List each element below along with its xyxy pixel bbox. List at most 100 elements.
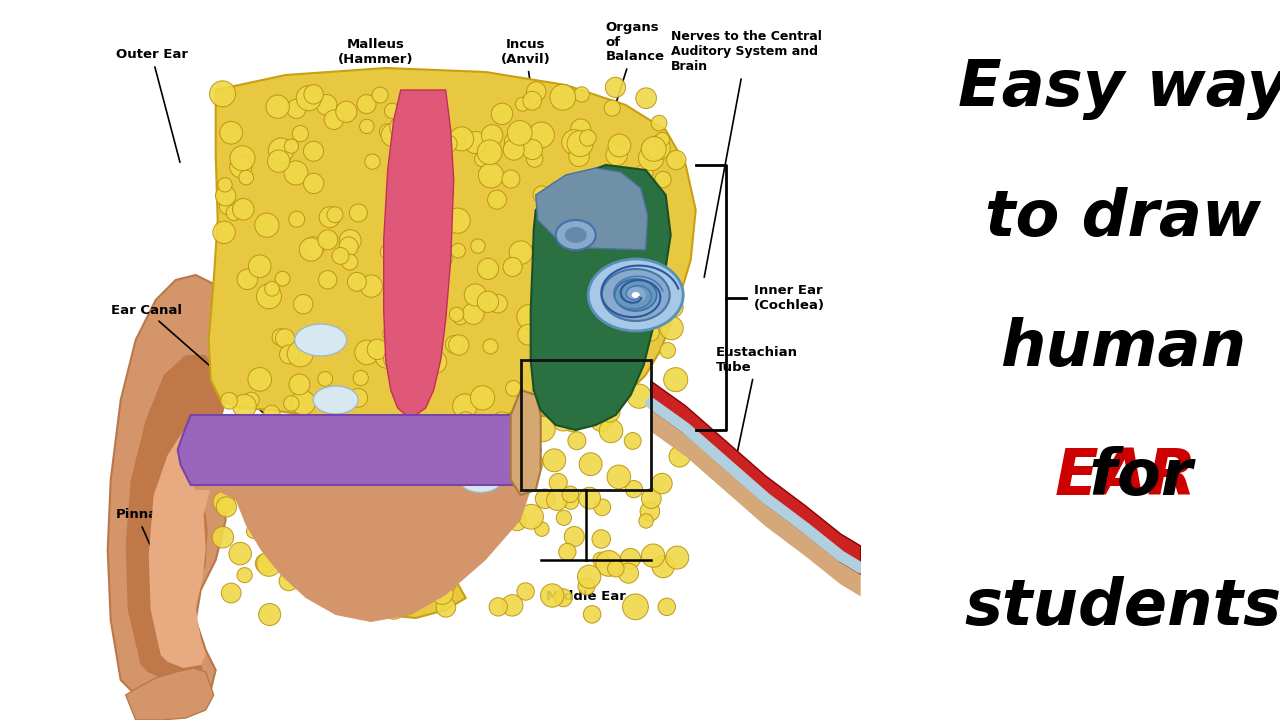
Polygon shape [384,90,453,415]
Circle shape [535,522,549,536]
Circle shape [293,294,314,314]
Circle shape [579,453,602,476]
Circle shape [416,238,438,258]
Circle shape [239,170,253,185]
Circle shape [371,587,396,612]
Circle shape [248,368,271,391]
Circle shape [607,465,631,489]
Circle shape [284,396,300,411]
Circle shape [323,521,343,543]
Circle shape [562,130,586,155]
Circle shape [563,494,579,509]
Circle shape [453,394,477,418]
Circle shape [247,524,261,539]
Circle shape [360,120,374,134]
Ellipse shape [294,324,347,356]
Circle shape [457,412,475,429]
Circle shape [252,424,270,444]
Circle shape [641,140,657,156]
Circle shape [465,284,486,306]
Circle shape [518,504,544,529]
Circle shape [380,243,397,260]
Circle shape [360,275,383,297]
Circle shape [291,528,314,551]
Circle shape [568,146,589,166]
Circle shape [287,99,306,118]
Circle shape [489,294,507,313]
Circle shape [483,339,498,354]
Circle shape [366,523,387,542]
Circle shape [659,292,682,315]
Circle shape [652,115,667,131]
Circle shape [577,336,599,356]
Ellipse shape [589,259,684,331]
Polygon shape [209,68,696,618]
Circle shape [451,500,468,518]
Circle shape [666,546,689,569]
Circle shape [415,269,440,294]
Circle shape [292,125,308,142]
Text: to draw: to draw [986,187,1261,249]
Circle shape [358,472,372,486]
Circle shape [467,493,490,516]
Circle shape [564,526,584,546]
Circle shape [212,526,233,548]
Circle shape [526,151,543,167]
Circle shape [215,186,236,206]
Circle shape [593,242,608,257]
Circle shape [403,102,421,120]
Circle shape [582,242,607,266]
Circle shape [287,341,314,366]
Circle shape [477,258,498,279]
Circle shape [543,374,566,397]
Circle shape [349,204,367,222]
Circle shape [303,174,324,194]
Circle shape [646,135,671,160]
Text: human: human [1000,317,1247,379]
Circle shape [477,140,502,165]
Circle shape [532,384,548,401]
Circle shape [266,95,289,118]
Circle shape [550,84,576,110]
Circle shape [396,122,421,147]
Ellipse shape [602,269,669,321]
Text: students: students [965,576,1280,638]
Circle shape [412,233,436,258]
Ellipse shape [632,292,640,298]
Circle shape [653,207,668,222]
Circle shape [387,462,407,482]
Text: Eustachian
Tube: Eustachian Tube [716,346,797,457]
Text: for: for [1066,446,1192,508]
Circle shape [220,392,238,409]
Circle shape [552,387,573,409]
Circle shape [667,150,686,170]
Circle shape [636,164,653,181]
Circle shape [502,595,524,616]
Circle shape [504,133,520,149]
Circle shape [470,446,492,468]
Circle shape [613,223,637,248]
Circle shape [440,135,457,152]
Ellipse shape [614,279,657,311]
Circle shape [335,102,357,122]
Circle shape [598,339,613,354]
Circle shape [431,249,452,269]
Circle shape [534,279,556,302]
Circle shape [509,241,532,264]
Circle shape [568,179,589,198]
Text: EAR: EAR [1055,446,1197,508]
Circle shape [387,286,402,302]
Circle shape [663,297,684,318]
Text: Tympanum
(Eardrum): Tympanum (Eardrum) [406,316,529,438]
Circle shape [571,119,590,139]
Circle shape [433,438,449,456]
Circle shape [421,208,438,225]
Circle shape [342,254,358,270]
Text: Malleus
(Hammer): Malleus (Hammer) [338,38,415,197]
Circle shape [489,598,507,616]
Polygon shape [650,381,860,574]
Circle shape [605,144,627,166]
Circle shape [332,587,355,611]
Circle shape [317,372,333,387]
Circle shape [535,489,554,508]
